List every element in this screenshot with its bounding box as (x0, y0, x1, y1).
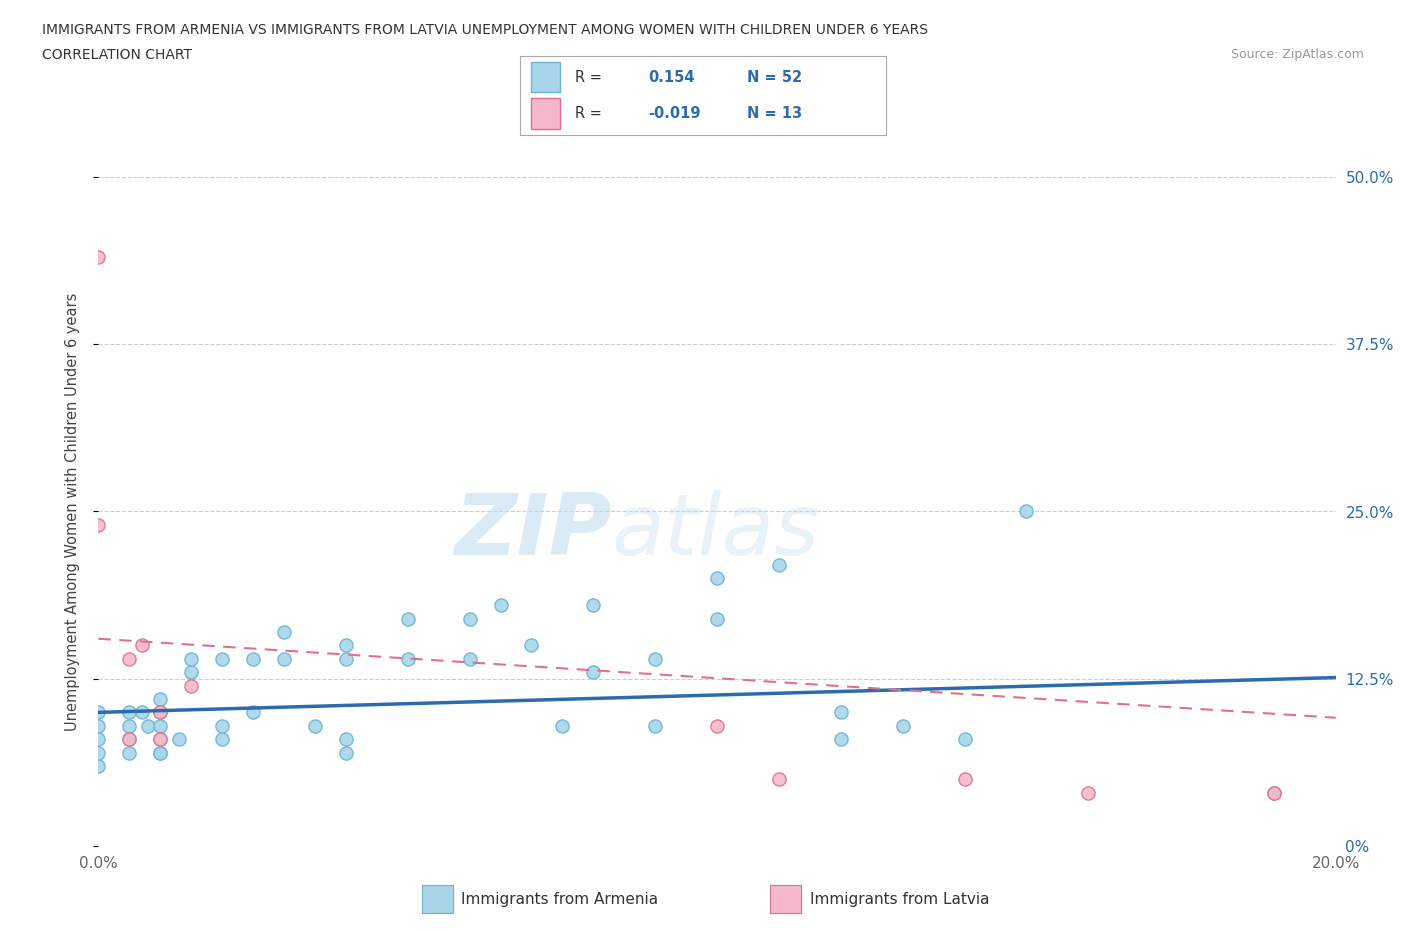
Point (304, 718, 326, 733)
Point (167, 732, 190, 747)
Point (1077, 785, 1099, 800)
Point (706, 611, 728, 626)
Point (118, 732, 141, 747)
Point (953, 732, 976, 747)
Point (396, 651, 419, 666)
Point (149, 705, 172, 720)
Text: 0.154: 0.154 (648, 70, 695, 85)
Point (149, 705, 172, 720)
Point (211, 651, 233, 666)
Point (273, 651, 295, 666)
Text: Source: ZipAtlas.com: Source: ZipAtlas.com (1230, 48, 1364, 61)
Text: CORRELATION CHART: CORRELATION CHART (42, 48, 193, 62)
Point (768, 772, 790, 787)
Point (87, 249, 110, 264)
Point (335, 732, 357, 747)
Point (520, 638, 543, 653)
Point (551, 718, 574, 733)
Point (242, 705, 264, 720)
Point (211, 718, 233, 733)
Point (273, 625, 295, 640)
FancyBboxPatch shape (531, 99, 561, 128)
Point (118, 745, 141, 760)
Point (87, 705, 110, 720)
Point (830, 705, 852, 720)
Text: IMMIGRANTS FROM ARMENIA VS IMMIGRANTS FROM LATVIA UNEMPLOYMENT AMONG WOMEN WITH : IMMIGRANTS FROM ARMENIA VS IMMIGRANTS FR… (42, 23, 928, 37)
Point (87, 732, 110, 747)
Point (118, 732, 141, 747)
Point (180, 665, 202, 680)
Point (768, 558, 790, 573)
Text: ZIP: ZIP (454, 490, 612, 573)
Point (136, 718, 159, 733)
Point (118, 705, 141, 720)
Point (335, 651, 357, 666)
Point (706, 571, 728, 586)
Point (149, 745, 172, 760)
Point (131, 705, 153, 720)
Point (180, 651, 202, 666)
Point (644, 651, 666, 666)
Point (87, 718, 110, 733)
Point (458, 611, 481, 626)
Point (1263, 785, 1285, 800)
FancyBboxPatch shape (531, 62, 561, 92)
Text: Immigrants from Latvia: Immigrants from Latvia (810, 892, 990, 907)
Point (118, 651, 141, 666)
Text: -0.019: -0.019 (648, 106, 700, 121)
Point (149, 745, 172, 760)
Text: atlas: atlas (612, 490, 820, 573)
Point (149, 732, 172, 747)
Point (131, 638, 153, 653)
Point (953, 772, 976, 787)
Point (149, 692, 172, 707)
Point (1263, 785, 1285, 800)
Point (1015, 504, 1038, 519)
Point (891, 718, 914, 733)
Text: N = 13: N = 13 (747, 106, 801, 121)
Point (87, 759, 110, 774)
Point (396, 611, 419, 626)
Point (87, 517, 110, 532)
Point (149, 718, 172, 733)
Point (582, 598, 605, 613)
Text: R =: R = (575, 70, 606, 85)
Point (830, 732, 852, 747)
Point (335, 745, 357, 760)
Point (118, 718, 141, 733)
Point (211, 732, 233, 747)
Point (489, 598, 512, 613)
Point (149, 732, 172, 747)
Text: Immigrants from Armenia: Immigrants from Armenia (461, 892, 658, 907)
Point (242, 651, 264, 666)
Point (87, 745, 110, 760)
Point (706, 718, 728, 733)
Point (644, 718, 666, 733)
Point (458, 651, 481, 666)
Point (180, 678, 202, 693)
Text: R =: R = (575, 106, 606, 121)
Text: N = 52: N = 52 (747, 70, 801, 85)
Point (335, 638, 357, 653)
Point (582, 665, 605, 680)
Y-axis label: Unemployment Among Women with Children Under 6 years: Unemployment Among Women with Children U… (65, 292, 80, 731)
